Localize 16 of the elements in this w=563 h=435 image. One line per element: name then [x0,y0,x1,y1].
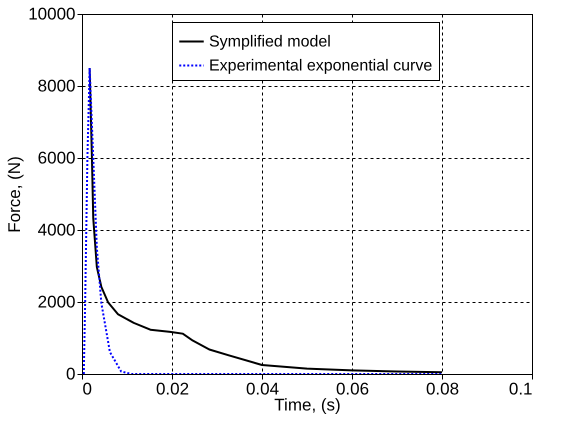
x-tick-label: 0 [82,380,92,398]
x-axis-title: Time, (s) [274,396,341,414]
x-tick-label: 0.08 [426,380,460,398]
legend-label: Experimental exponential curve [209,58,432,74]
y-tick-label: 8000 [38,76,76,96]
x-tick-label: 0.06 [336,380,370,398]
x-tick-label: 0.04 [246,380,280,398]
x-tick-label: 0.02 [156,380,190,398]
y-tick-label: 10000 [28,4,76,24]
y-axis-title: Force, (N) [5,156,24,233]
y-tick-label: 6000 [38,148,76,168]
y-tick-label: 0 [66,364,76,384]
legend-label: Symplified model [209,34,331,50]
y-tick-label: 4000 [38,220,76,240]
y-tick-label: 2000 [38,292,76,312]
x-tick-label: 0.1 [508,380,532,398]
